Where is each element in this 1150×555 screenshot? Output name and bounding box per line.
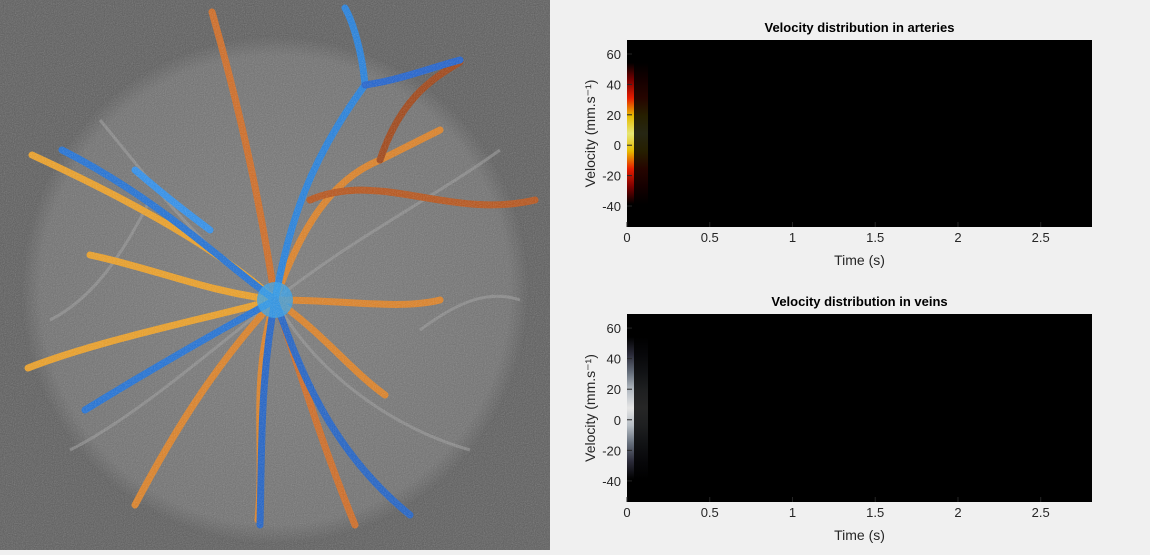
chart-title: Velocity distribution in arteries (765, 20, 955, 35)
x-tick-label: 1.5 (866, 505, 884, 520)
y-tick-label: -40 (602, 199, 621, 214)
x-tick-label: 1 (789, 230, 796, 245)
x-tick-label: 0 (623, 230, 630, 245)
plot-area (627, 314, 1092, 502)
y-tick-label: 60 (607, 47, 621, 62)
y-tick-label: 0 (614, 138, 621, 153)
heatmap-chart: 0 0.5 1 1.5 2 2.5 -40 -20 0 20 40 60 Velocity distri… (582, 20, 1092, 268)
velocity-stripe (627, 62, 634, 205)
y-tick-label: 0 (614, 413, 621, 428)
y-tick-label: 60 (607, 321, 621, 336)
x-tick-label: 0.5 (701, 230, 719, 245)
heatmap-chart: 0 0.5 1 1.5 2 2.5 -40 -20 0 20 40 60 Velocity distri… (582, 294, 1092, 543)
y-tick-label: 40 (607, 77, 621, 92)
y-axis-label: Velocity (mm.s⁻¹) (582, 354, 598, 462)
chart-title: Velocity distribution in veins (771, 294, 947, 309)
x-tick-label: 2 (954, 230, 961, 245)
y-tick-label: -20 (602, 443, 621, 458)
y-tick-label: 40 (607, 352, 621, 367)
plot-area (627, 40, 1092, 227)
fundus-image (0, 0, 550, 550)
y-tick-label: -20 (602, 169, 621, 184)
y-axis-label: Velocity (mm.s⁻¹) (582, 80, 598, 188)
velocity-stripe (627, 336, 634, 480)
y-tick-label: 20 (607, 382, 621, 397)
velocity-stripe-faint (634, 336, 648, 480)
x-tick-label: 0.5 (701, 505, 719, 520)
y-tick-label: -40 (602, 474, 621, 489)
x-tick-label: 2 (954, 505, 961, 520)
velocity-stripe-faint (634, 62, 648, 205)
x-axis-label: Time (s) (834, 252, 885, 268)
y-tick-label: 20 (607, 108, 621, 123)
x-tick-label: 2.5 (1032, 230, 1050, 245)
x-tick-label: 2.5 (1032, 505, 1050, 520)
x-tick-label: 0 (623, 505, 630, 520)
x-tick-label: 1.5 (866, 230, 884, 245)
x-axis-label: Time (s) (834, 527, 885, 543)
x-tick-label: 1 (789, 505, 796, 520)
